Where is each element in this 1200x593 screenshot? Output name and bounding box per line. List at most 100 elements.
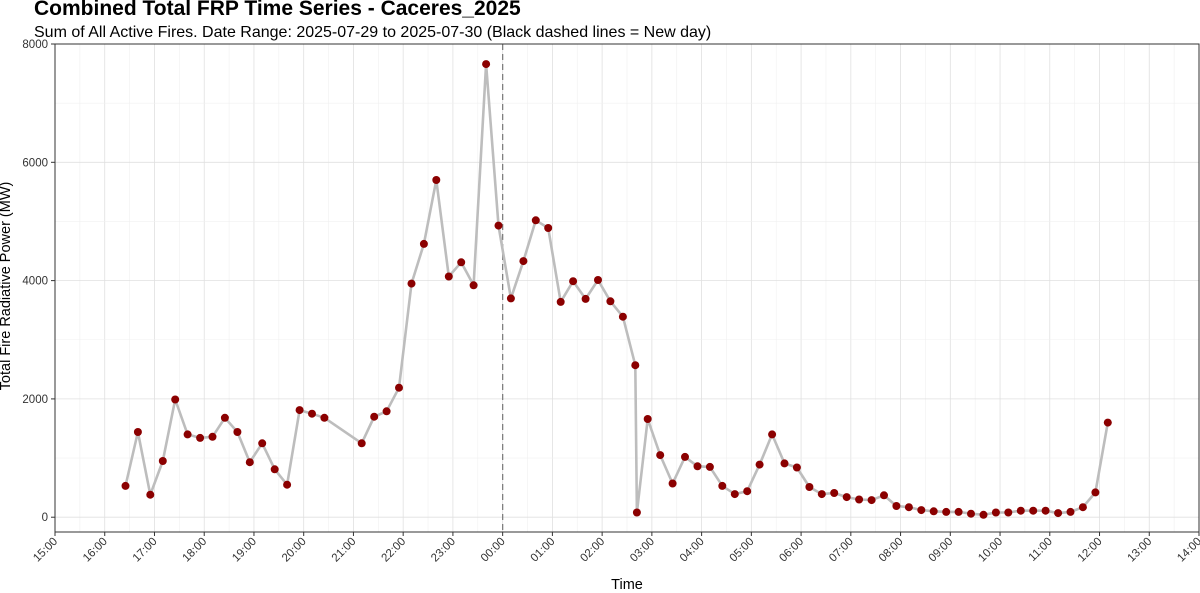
- chart-subtitle: Sum of All Active Fires. Date Range: 202…: [34, 24, 712, 41]
- y-tick-label: 2000: [22, 394, 48, 406]
- data-point: [395, 383, 403, 392]
- data-point: [1078, 503, 1087, 512]
- data-point: [718, 481, 727, 490]
- data-point: [1066, 507, 1075, 516]
- data-point: [531, 216, 540, 225]
- x-tick-label: 17:00: [131, 536, 160, 565]
- y-tick-label: 8000: [22, 39, 48, 51]
- data-point: [817, 490, 826, 499]
- data-point: [755, 460, 764, 469]
- plot-border: [54, 43, 1200, 533]
- data-point: [942, 507, 951, 516]
- x-tick-label: 04:00: [678, 536, 707, 565]
- data-point: [494, 221, 503, 230]
- data-point: [880, 491, 888, 500]
- data-point: [171, 395, 180, 404]
- grid-layer: [54, 43, 1200, 532]
- data-point: [892, 502, 901, 510]
- data-point: [308, 409, 316, 418]
- series-line-layer: [124, 62, 1110, 517]
- data-point: [780, 459, 789, 468]
- data-point: [929, 507, 938, 516]
- data-point: [1054, 509, 1063, 518]
- x-tick-label: 00:00: [479, 536, 508, 565]
- data-point: [245, 458, 254, 467]
- data-point: [1041, 506, 1050, 515]
- data-point: [121, 481, 130, 490]
- series-line: [124, 62, 1110, 517]
- data-point: [506, 294, 515, 303]
- data-point: [357, 439, 366, 448]
- data-point: [370, 412, 379, 421]
- data-point: [556, 297, 565, 306]
- data-point: [991, 508, 1000, 517]
- x-tick-label: 22:00: [379, 536, 408, 565]
- x-tick-label: 01:00: [529, 536, 558, 565]
- data-point: [320, 413, 329, 422]
- data-point: [258, 439, 267, 448]
- data-point: [1004, 508, 1013, 517]
- data-point: [842, 493, 851, 502]
- series-point-layer: [121, 60, 1112, 519]
- y-tick-label: 6000: [22, 157, 48, 169]
- data-point: [569, 277, 578, 286]
- x-tick-label: 10:00: [976, 536, 1005, 565]
- data-point: [855, 495, 864, 504]
- data-point: [967, 509, 975, 518]
- x-tick-label: 18:00: [181, 536, 210, 565]
- x-tick-label: 11:00: [1027, 536, 1055, 564]
- data-point: [183, 430, 192, 439]
- data-point: [407, 279, 416, 288]
- x-tick-label: 21:00: [330, 536, 359, 565]
- data-point: [594, 276, 602, 284]
- data-point: [283, 480, 292, 489]
- y-axis-title: Total Fire Radiative Power (MW): [0, 182, 14, 391]
- data-point: [768, 430, 777, 439]
- data-point: [133, 428, 142, 436]
- data-point: [867, 496, 876, 505]
- data-point: [606, 297, 615, 306]
- data-point: [233, 428, 242, 436]
- data-point: [457, 258, 466, 267]
- x-tick-label: 06:00: [777, 536, 806, 565]
- data-point: [220, 413, 229, 422]
- data-point: [979, 510, 988, 519]
- x-tick-label: 07:00: [827, 536, 856, 565]
- data-point: [643, 415, 652, 423]
- x-tick-label: 08:00: [877, 536, 906, 565]
- x-tick-label: 19:00: [230, 536, 259, 565]
- x-tick-label: 20:00: [280, 536, 309, 565]
- x-tick-label: 23:00: [429, 536, 458, 565]
- x-tick-label: 15:00: [31, 536, 60, 565]
- data-point: [1091, 488, 1100, 497]
- data-point: [618, 312, 627, 321]
- data-point: [295, 406, 304, 415]
- data-point: [681, 452, 689, 461]
- x-tick-label: 12:00: [1076, 536, 1105, 565]
- data-point: [270, 465, 279, 474]
- data-point: [730, 490, 739, 499]
- data-point: [656, 451, 665, 460]
- data-point: [705, 462, 714, 471]
- data-point: [482, 60, 491, 69]
- x-tick-label: 13:00: [1126, 536, 1155, 565]
- x-tick-label: 02:00: [578, 536, 607, 565]
- x-tick-label: 09:00: [927, 536, 956, 565]
- chart-title: Combined Total FRP Time Series - Caceres…: [34, 0, 521, 20]
- data-point: [805, 483, 814, 491]
- data-point: [419, 239, 428, 248]
- x-tick-label: 14:00: [1175, 536, 1200, 565]
- x-tick-label: 16:00: [81, 536, 110, 565]
- data-point: [1016, 506, 1025, 515]
- data-point: [954, 507, 963, 516]
- x-axis-title: Time: [611, 577, 643, 593]
- data-point: [444, 272, 453, 281]
- x-tick-label: 05:00: [728, 536, 757, 565]
- data-point: [792, 463, 801, 472]
- data-point: [631, 361, 640, 370]
- y-tick-label: 4000: [22, 276, 48, 288]
- data-point: [917, 506, 926, 515]
- x-tick-label: 03:00: [628, 536, 657, 565]
- data-point: [904, 503, 913, 512]
